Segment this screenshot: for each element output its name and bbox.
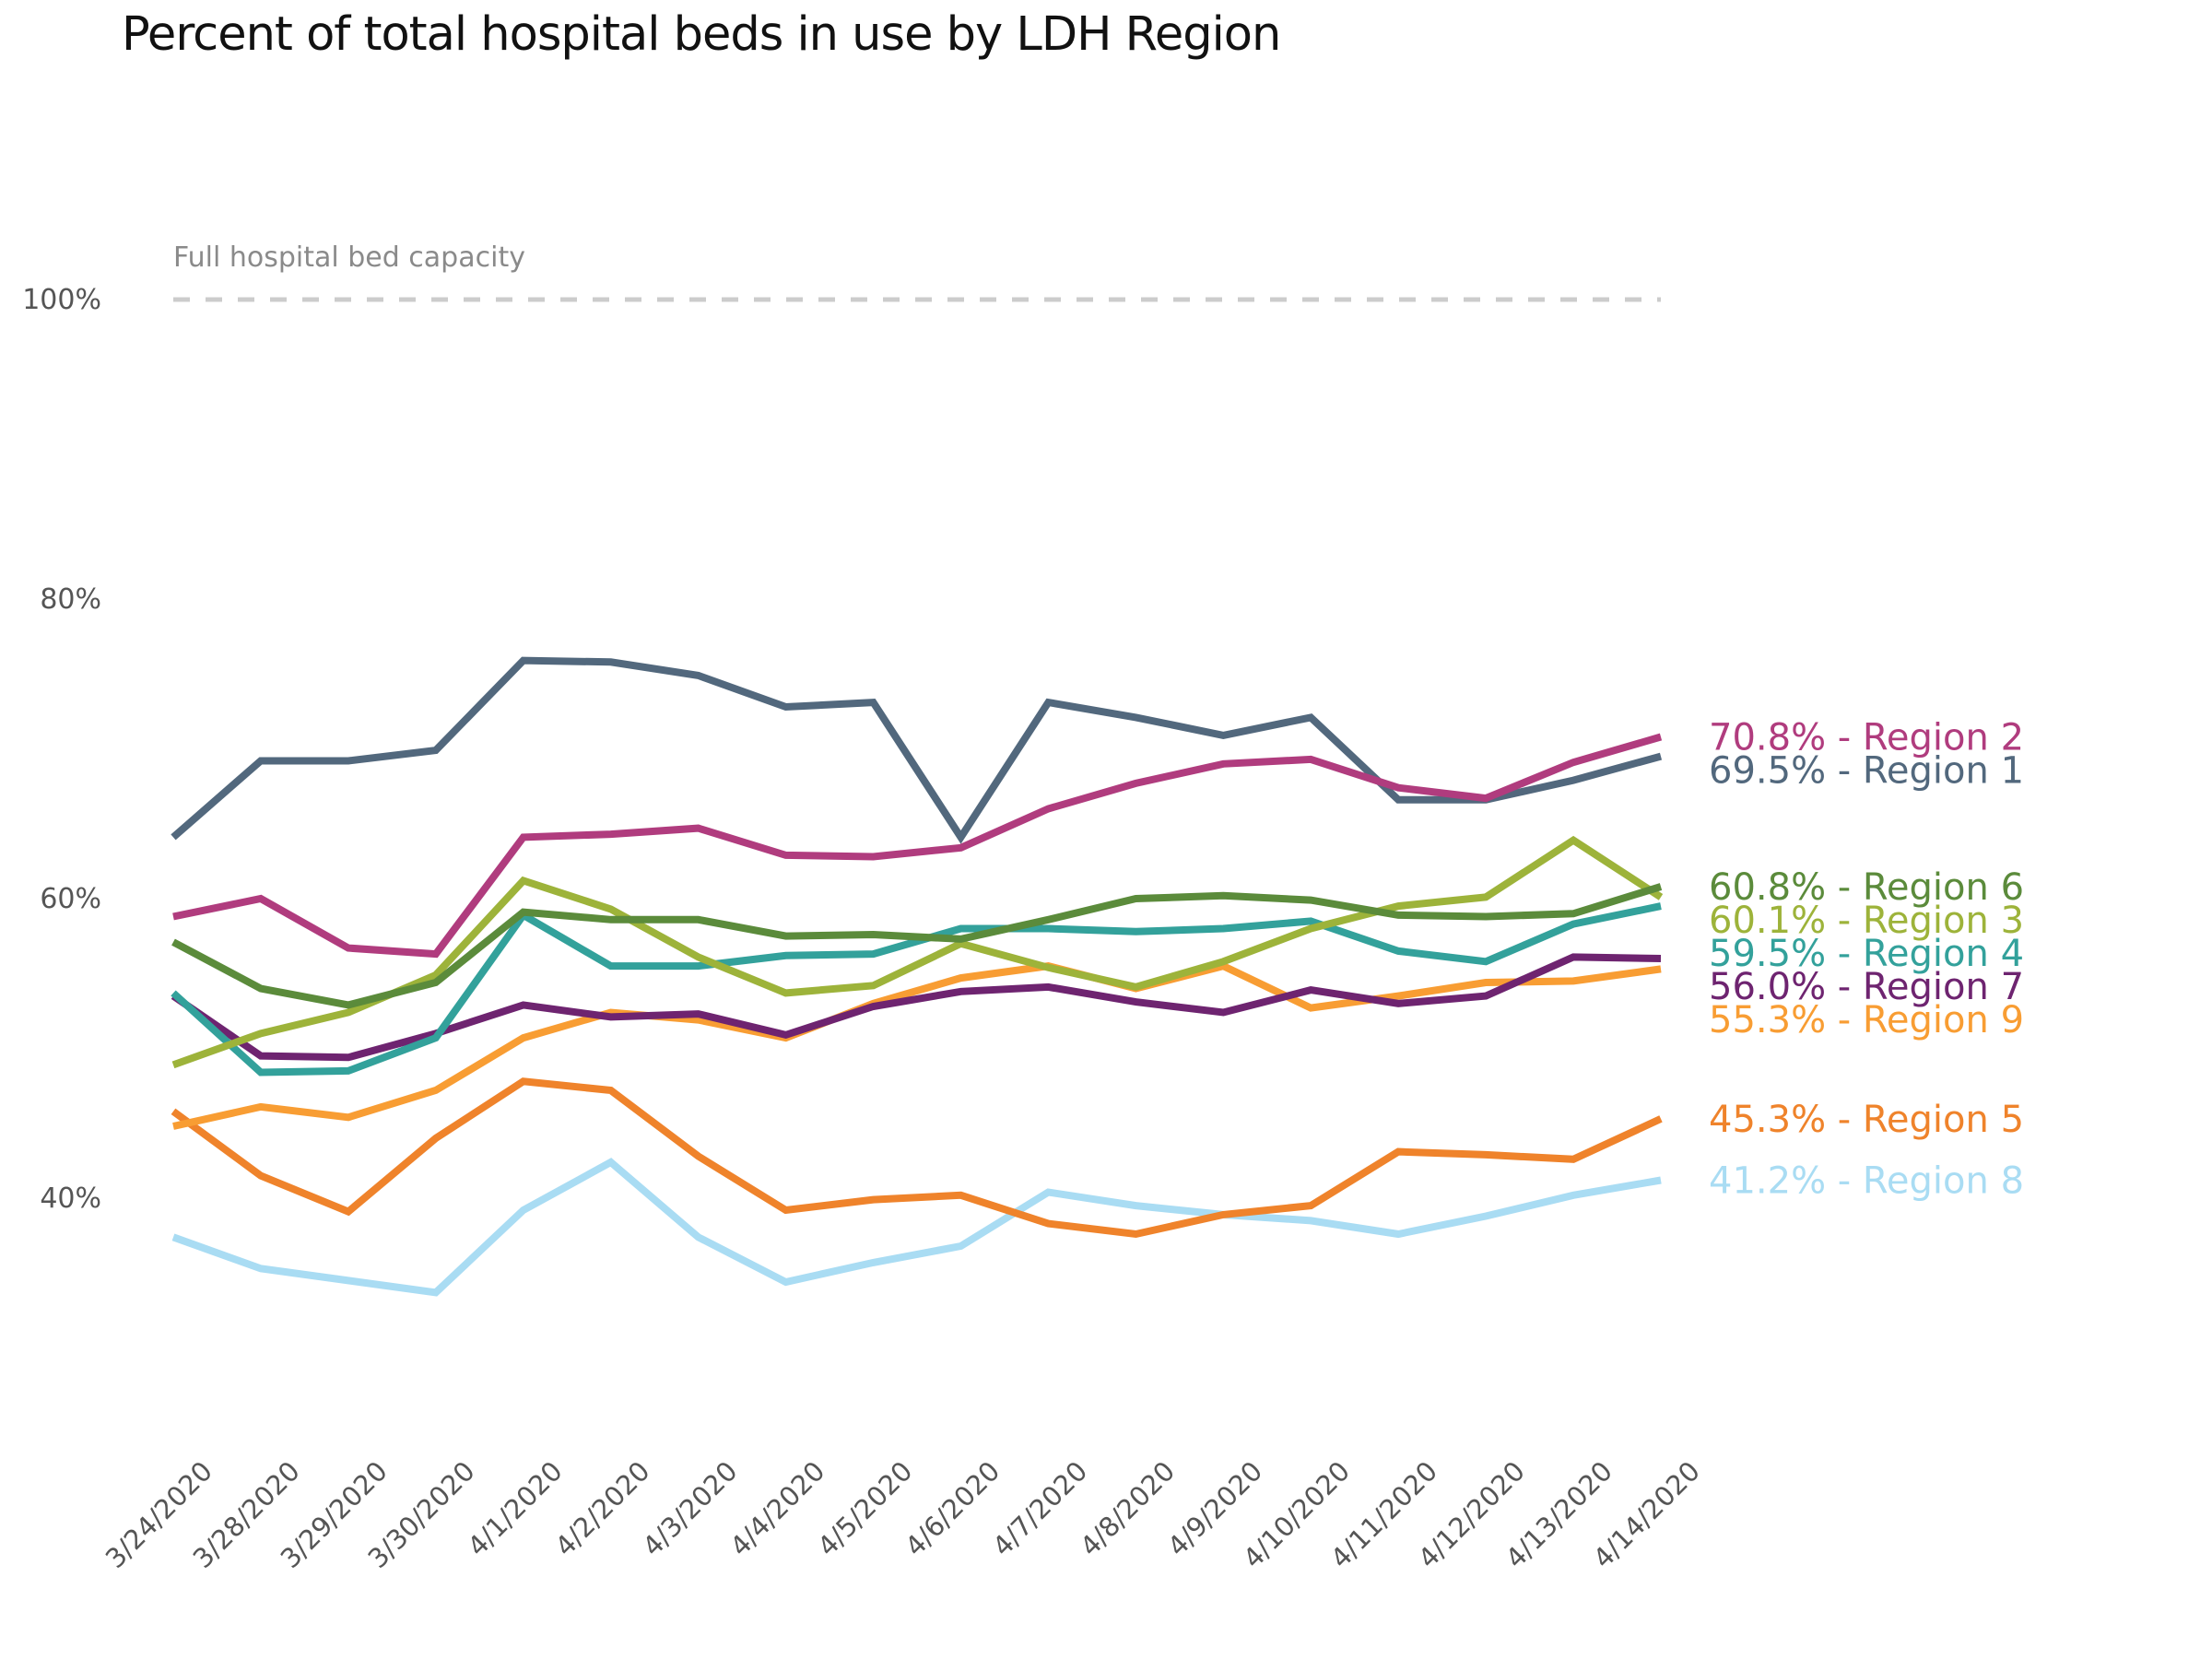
x-tick-label: 4/1/2020 <box>462 1455 569 1562</box>
x-tick-label: 4/3/2020 <box>636 1455 743 1562</box>
series-line-region-8 <box>171 1158 1662 1297</box>
series-end-label-region-1: 69.5% - Region 1 <box>1709 750 2024 793</box>
x-tick-label: 4/4/2020 <box>724 1455 830 1562</box>
series-line-region-2 <box>172 733 1663 959</box>
series-line-region-5 <box>171 1077 1663 1239</box>
series-end-labels: 70.8% - Region 269.5% - Region 1 60.8% - … <box>1709 717 2024 1203</box>
series-end-label-region-9: 55.3% - Region 9 <box>1709 999 2024 1041</box>
x-tick-label: 4/6/2020 <box>899 1455 1006 1562</box>
x-tick-label: 4/8/2020 <box>1074 1455 1181 1562</box>
series-line-region-1 <box>171 656 1663 844</box>
series-line-region-4 <box>171 902 1662 1077</box>
series-line-region-9 <box>172 961 1662 1130</box>
y-tick-label: 80% <box>40 583 101 616</box>
series-end-label-region-6: 60.8% - Region 6 <box>1709 866 2024 909</box>
series-end-label-region-8: 41.2% - Region 8 <box>1709 1160 2024 1203</box>
x-tick-label: 4/7/2020 <box>986 1455 1093 1562</box>
series-line-region-6 <box>171 883 1663 1009</box>
series-end-label-region-4: 59.5% - Region 4 <box>1709 933 2024 975</box>
x-tick-label: 4/2/2020 <box>549 1455 656 1562</box>
series-lines <box>171 656 1664 1297</box>
y-tick-label: 100% <box>22 284 101 316</box>
y-axis: 100% 80% 60% 40% <box>22 284 101 1215</box>
series-line-region-7 <box>171 953 1662 1062</box>
chart-title: Percent of total hospital beds in use by… <box>122 7 1281 62</box>
series-end-label-region-2: 70.8% - Region 2 <box>1709 717 2024 759</box>
series-end-label-region-5: 45.3% - Region 5 <box>1709 1099 2024 1141</box>
reference-line-group: Full hospital bed capacity <box>173 241 1661 302</box>
series-line-region-3 <box>171 835 1664 1069</box>
x-tick-label: 4/5/2020 <box>811 1455 918 1562</box>
y-tick-label: 40% <box>40 1182 101 1215</box>
reference-line-label: Full hospital bed capacity <box>173 241 525 274</box>
series-end-label-region-3: 60.1% - Region 3 <box>1709 900 2024 942</box>
y-tick-label: 60% <box>40 883 101 915</box>
x-axis: 3/24/20203/28/20203/29/20203/30/20204/1/… <box>100 1455 1706 1574</box>
series-end-label-region-7: 56.0% - Region 7 <box>1709 966 2024 1008</box>
